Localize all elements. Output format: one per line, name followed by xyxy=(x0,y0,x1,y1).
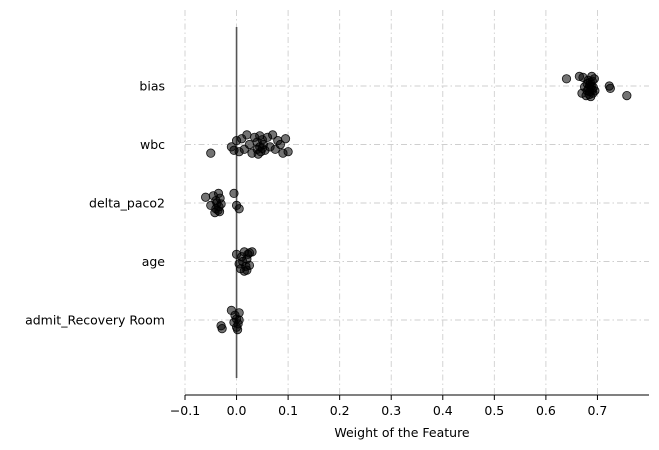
data-point xyxy=(234,204,244,214)
data-point xyxy=(234,315,244,325)
x-tick-label: 0.3 xyxy=(381,403,401,418)
data-point xyxy=(622,91,632,101)
y-category-label: age xyxy=(142,254,166,269)
x-tick-label: 0.6 xyxy=(536,403,556,418)
x-tick-label: 0.2 xyxy=(330,403,350,418)
data-point xyxy=(247,247,257,257)
data-point xyxy=(590,86,600,96)
y-category-label: delta_paco2 xyxy=(89,196,165,211)
x-tick-label: 0.5 xyxy=(484,403,504,418)
x-axis-title: Weight of the Feature xyxy=(334,425,470,440)
x-tick-label: 0.7 xyxy=(587,403,607,418)
data-point xyxy=(283,147,293,157)
data-point xyxy=(268,130,278,140)
x-tick-label: 0.0 xyxy=(227,403,247,418)
y-category-label: bias xyxy=(139,79,165,94)
data-point xyxy=(216,199,226,209)
data-point xyxy=(217,324,227,334)
data-point xyxy=(244,260,255,270)
data-point xyxy=(589,74,599,84)
x-axis-ticks: −0.1 0.0 0.1 0.2 0.3 0.4 0.5 0.6 0.7 xyxy=(170,395,607,418)
data-point xyxy=(201,192,211,202)
x-tick-label: 0.1 xyxy=(278,403,298,418)
data-point xyxy=(275,139,285,150)
x-tick-label: −0.1 xyxy=(170,403,200,418)
data-point xyxy=(244,139,255,150)
y-category-label: admit_Recovery Room xyxy=(25,313,165,328)
y-category-label: wbc xyxy=(140,137,165,152)
x-tick-label: 0.4 xyxy=(433,403,453,418)
data-point xyxy=(242,130,252,140)
data-point xyxy=(229,188,239,198)
data-point xyxy=(280,134,291,144)
grid-lines xyxy=(184,10,649,395)
data-points xyxy=(201,71,632,335)
data-point xyxy=(605,83,615,94)
data-point xyxy=(214,207,225,217)
data-point xyxy=(206,148,216,158)
data-point xyxy=(561,74,572,84)
